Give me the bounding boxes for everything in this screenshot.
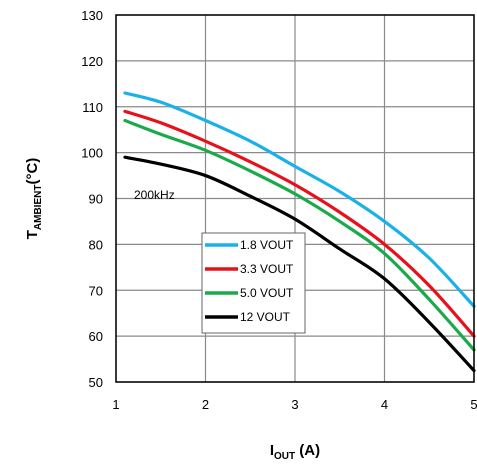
y-tick-label: 50 (89, 375, 103, 390)
x-axis-title-suffix: (A) (295, 442, 320, 459)
x-tick-label: 3 (291, 397, 298, 412)
y-axis-title-main: T (24, 230, 41, 239)
x-axis-title-main: I (270, 442, 274, 459)
y-axis-title: TAMBIENT(°C) (24, 158, 44, 240)
y-axis-title-suffix: (°C) (24, 158, 41, 185)
series-line (123, 118, 476, 352)
y-tick-label: 110 (82, 100, 103, 115)
y-tick-label: 120 (81, 54, 103, 69)
legend-label: 1.8 VOUT (240, 238, 294, 252)
y-tick-label: 130 (81, 8, 103, 23)
y-axis-title-sub: AMBIENT (33, 185, 44, 231)
y-tick-label: 60 (89, 329, 103, 344)
x-tick-label: 1 (112, 397, 119, 412)
x-axis-title: IOUT (A) (270, 442, 320, 462)
series-line (123, 155, 476, 373)
y-tick-label: 100 (81, 146, 103, 161)
series-line (123, 109, 476, 338)
frequency-annotation: 200kHz (134, 188, 175, 202)
y-ticks: 50 60 70 80 90 100 110 120 130 (81, 8, 103, 390)
legend-label: 3.3 VOUT (240, 262, 294, 276)
x-tick-label: 4 (381, 397, 388, 412)
y-tick-label: 70 (89, 283, 103, 298)
x-tick-label: 5 (470, 397, 477, 412)
legend: 1.8 VOUT 3.3 VOUT 5.0 VOUT 12 VOUT (201, 232, 306, 334)
series-lines (123, 91, 476, 373)
series-line (123, 91, 476, 308)
legend-label: 12 VOUT (240, 310, 291, 324)
x-axis-title-sub: OUT (274, 451, 295, 462)
y-tick-label: 90 (89, 192, 103, 207)
x-ticks: 1 2 3 4 5 (112, 397, 477, 412)
x-tick-label: 2 (202, 397, 209, 412)
y-tick-label: 80 (89, 237, 103, 252)
legend-label: 5.0 VOUT (240, 286, 294, 300)
plot-frame (115, 14, 475, 383)
